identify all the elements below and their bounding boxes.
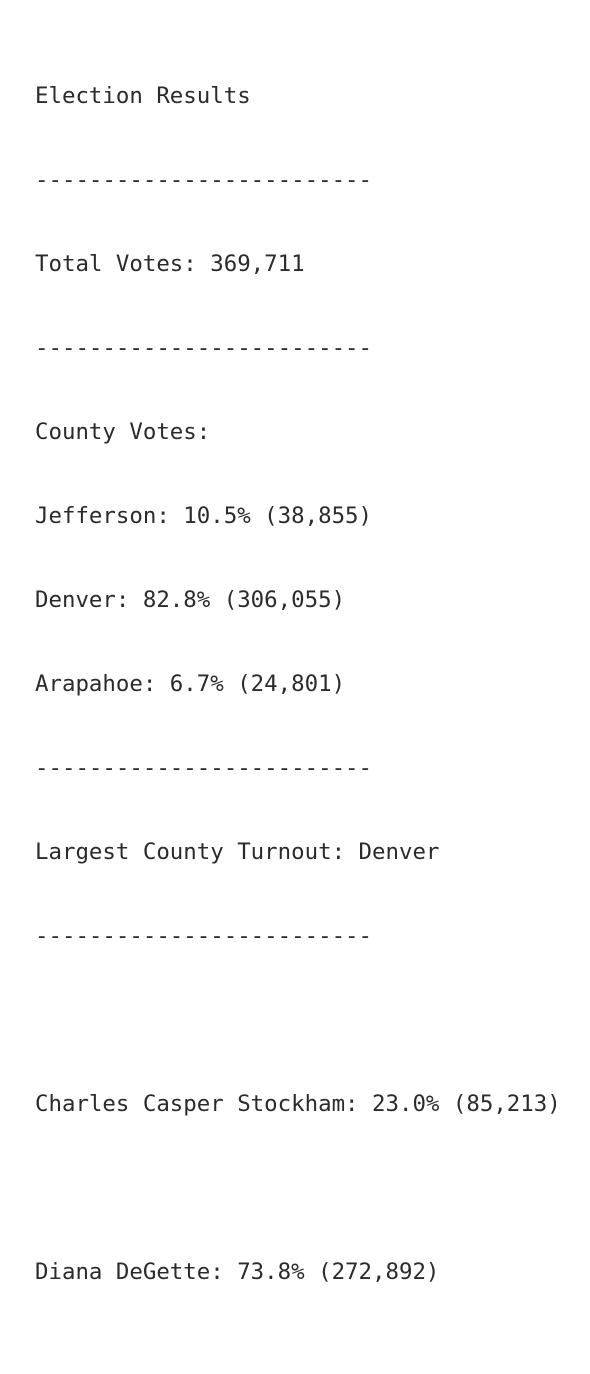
- county-votes-header: County Votes:: [35, 419, 211, 445]
- blank-line: [35, 1174, 590, 1202]
- county-votes-denver: Denver: 82.8% (306,055): [35, 587, 346, 613]
- divider: -------------------------: [35, 167, 373, 193]
- divider: -------------------------: [35, 923, 373, 949]
- candidate-stockham: Charles Casper Stockham: 23.0% (85,213): [35, 1091, 561, 1117]
- divider: -------------------------: [35, 755, 373, 781]
- blank-line: [35, 1342, 590, 1370]
- largest-county-turnout: Largest County Turnout: Denver: [35, 839, 440, 865]
- candidate-degette: Diana DeGette: 73.8% (272,892): [35, 1259, 440, 1285]
- county-votes-arapahoe: Arapahoe: 6.7% (24,801): [35, 671, 346, 697]
- report-title: Election Results: [35, 83, 251, 109]
- county-votes-jefferson: Jefferson: 10.5% (38,855): [35, 503, 373, 529]
- total-votes: Total Votes: 369,711: [35, 251, 305, 277]
- blank-line: [35, 1006, 590, 1034]
- divider: -------------------------: [35, 335, 373, 361]
